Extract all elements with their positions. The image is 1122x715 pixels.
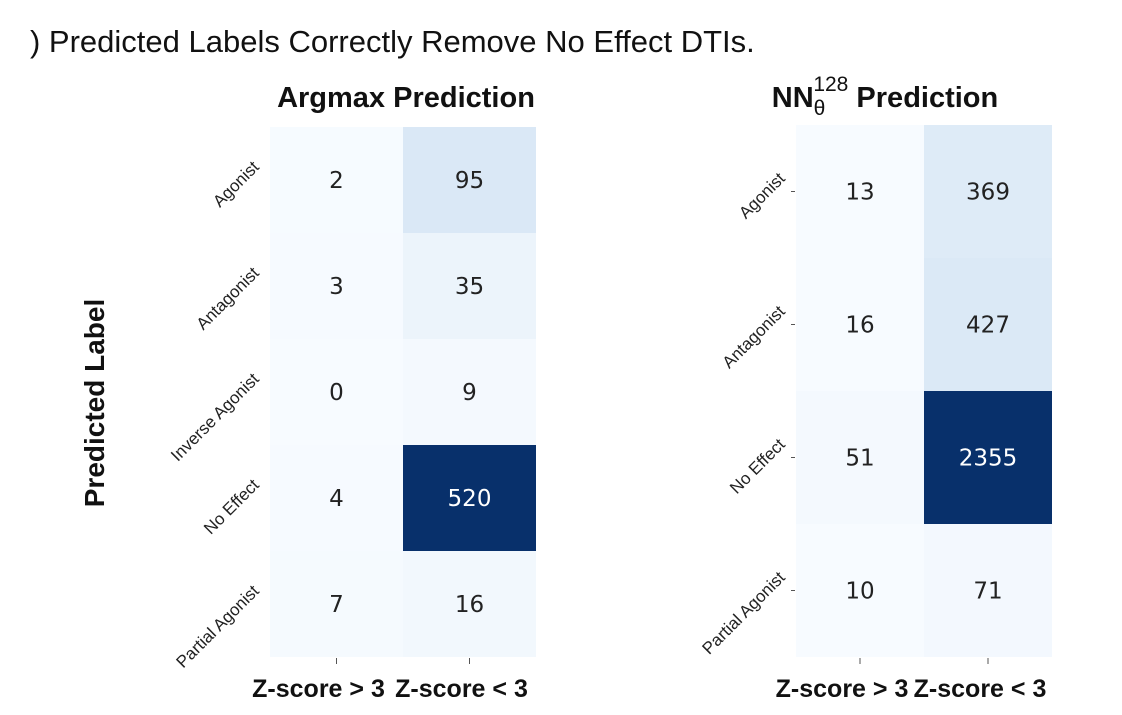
nn-ytick-partial-agonist: Partial Agonist — [699, 568, 789, 658]
nn-panel-title: NNθ128 Prediction — [772, 73, 998, 120]
argmax-cell-agonist-1 — [403, 127, 536, 233]
argmax-panel-title: Argmax Prediction — [277, 82, 535, 114]
argmax-cell-label-antagonist-0: 3 — [329, 274, 344, 300]
nn-cell-label-agonist-0: 13 — [845, 180, 874, 206]
nn-heatmap-cells: 13 369 16 427 51 2355 10 71 — [796, 125, 1052, 657]
nn-cell-antagonist-1 — [924, 258, 1052, 391]
nn-ytick-agonist: Agonist — [735, 169, 789, 223]
y-axis-label: Predicted Label — [79, 299, 110, 508]
argmax-cell-label-partial-agonist-0: 7 — [329, 592, 344, 618]
argmax-cell-inverse-agonist-0 — [270, 339, 403, 445]
argmax-cell-label-agonist-1: 95 — [455, 168, 484, 194]
nn-cell-partial-agonist-0 — [796, 524, 924, 657]
argmax-cell-antagonist-1 — [403, 233, 536, 339]
nn-cell-label-no-effect-0: 51 — [845, 446, 874, 472]
argmax-cell-antagonist-0 — [270, 233, 403, 339]
nn-xtick-1: Z-score < 3 — [914, 675, 1047, 703]
nn-title-main: NN — [772, 82, 814, 114]
argmax-cell-label-no-effect-1: 520 — [448, 486, 492, 512]
nn-x-ticks: Z-score > 3 Z-score < 3 — [776, 658, 1047, 703]
argmax-cell-label-inverse-agonist-1: 9 — [462, 380, 477, 406]
argmax-cell-label-partial-agonist-1: 16 — [455, 592, 484, 618]
nn-ytick-antagonist: Antagonist — [719, 302, 789, 372]
nn-cell-label-antagonist-1: 427 — [966, 313, 1010, 339]
nn-xtick-0: Z-score > 3 — [776, 675, 909, 703]
nn-cell-label-agonist-1: 369 — [966, 180, 1010, 206]
nn-cell-antagonist-0 — [796, 258, 924, 391]
argmax-cell-label-inverse-agonist-0: 0 — [329, 380, 344, 406]
nn-title-sub: θ — [814, 97, 826, 120]
nn-cell-no-effect-0 — [796, 391, 924, 524]
nn-cell-agonist-0 — [796, 125, 924, 258]
argmax-heatmap-panel: Argmax Prediction 2 95 3 35 0 9 4 520 7 16 Agonis… — [167, 82, 536, 703]
nn-title-suffix: Prediction — [848, 82, 998, 114]
argmax-cell-label-antagonist-1: 35 — [455, 274, 484, 300]
argmax-y-ticks: Agonist Antagonist Inverse Agonist No Effec… — [167, 157, 263, 671]
nn-cell-partial-agonist-1 — [924, 524, 1052, 657]
argmax-xtick-0: Z-score > 3 — [252, 675, 385, 703]
argmax-xtick-1: Z-score < 3 — [395, 675, 528, 703]
argmax-cell-inverse-agonist-1 — [403, 339, 536, 445]
argmax-ytick-no-effect: No Effect — [200, 475, 263, 538]
nn-cell-label-partial-agonist-1: 71 — [973, 579, 1002, 605]
argmax-ytick-agonist: Agonist — [209, 157, 263, 211]
argmax-ytick-antagonist: Antagonist — [193, 263, 263, 333]
argmax-ytick-partial-agonist: Partial Agonist — [173, 581, 263, 671]
nn-cell-agonist-1 — [924, 125, 1052, 258]
argmax-cell-no-effect-1 — [403, 445, 536, 551]
nn-ytick-no-effect: No Effect — [726, 435, 789, 498]
argmax-heatmap-cells: 2 95 3 35 0 9 4 520 7 16 — [270, 127, 536, 657]
nn-heatmap-panel: NNθ128 Prediction 13 369 16 427 51 2355 10 71 A… — [699, 73, 1052, 703]
figure-title: ) Predicted Labels Correctly Remove No E… — [30, 24, 755, 59]
argmax-cell-partial-agonist-1 — [403, 551, 536, 657]
argmax-cell-agonist-0 — [270, 127, 403, 233]
nn-cell-label-partial-agonist-0: 10 — [845, 579, 874, 605]
argmax-x-ticks: Z-score > 3 Z-score < 3 — [252, 658, 528, 703]
nn-cell-label-antagonist-0: 16 — [845, 313, 874, 339]
argmax-cell-no-effect-0 — [270, 445, 403, 551]
nn-cell-no-effect-1 — [924, 391, 1052, 524]
argmax-cell-label-agonist-0: 2 — [329, 168, 344, 194]
nn-y-ticks: Agonist Antagonist No Effect Partial Agonis… — [699, 169, 795, 658]
argmax-cell-partial-agonist-0 — [270, 551, 403, 657]
nn-cell-label-no-effect-1: 2355 — [959, 446, 1018, 472]
argmax-cell-label-no-effect-0: 4 — [329, 486, 344, 512]
argmax-ytick-inverse-agonist: Inverse Agonist — [167, 369, 263, 465]
nn-title-sup: 128 — [813, 73, 848, 96]
